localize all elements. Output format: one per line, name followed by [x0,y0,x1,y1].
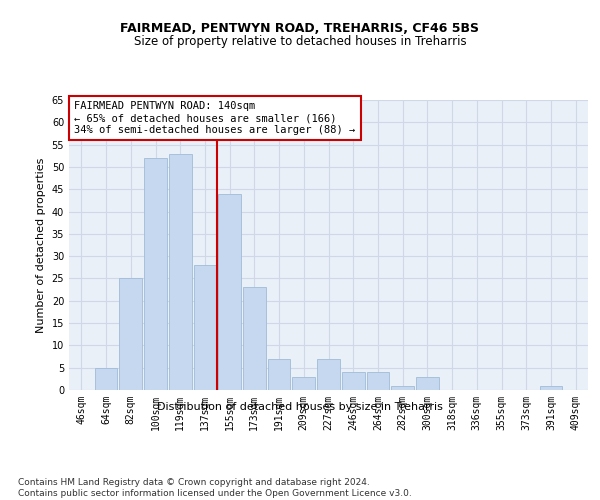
Bar [367,372,389,390]
Bar [317,359,340,390]
Bar [243,288,266,390]
Bar [416,376,439,390]
Bar [342,372,365,390]
Text: FAIRMEAD, PENTWYN ROAD, TREHARRIS, CF46 5BS: FAIRMEAD, PENTWYN ROAD, TREHARRIS, CF46 … [121,22,479,36]
Text: FAIRMEAD PENTWYN ROAD: 140sqm
← 65% of detached houses are smaller (166)
34% of : FAIRMEAD PENTWYN ROAD: 140sqm ← 65% of d… [74,102,355,134]
Y-axis label: Number of detached properties: Number of detached properties [36,158,46,332]
Text: Size of property relative to detached houses in Treharris: Size of property relative to detached ho… [134,35,466,48]
Bar [268,359,290,390]
Bar [218,194,241,390]
Text: Contains HM Land Registry data © Crown copyright and database right 2024.
Contai: Contains HM Land Registry data © Crown c… [18,478,412,498]
Bar [119,278,142,390]
Bar [194,265,216,390]
Bar [95,368,118,390]
Bar [144,158,167,390]
Bar [539,386,562,390]
Bar [391,386,414,390]
Bar [169,154,191,390]
Text: Distribution of detached houses by size in Treharris: Distribution of detached houses by size … [157,402,443,412]
Bar [292,376,315,390]
